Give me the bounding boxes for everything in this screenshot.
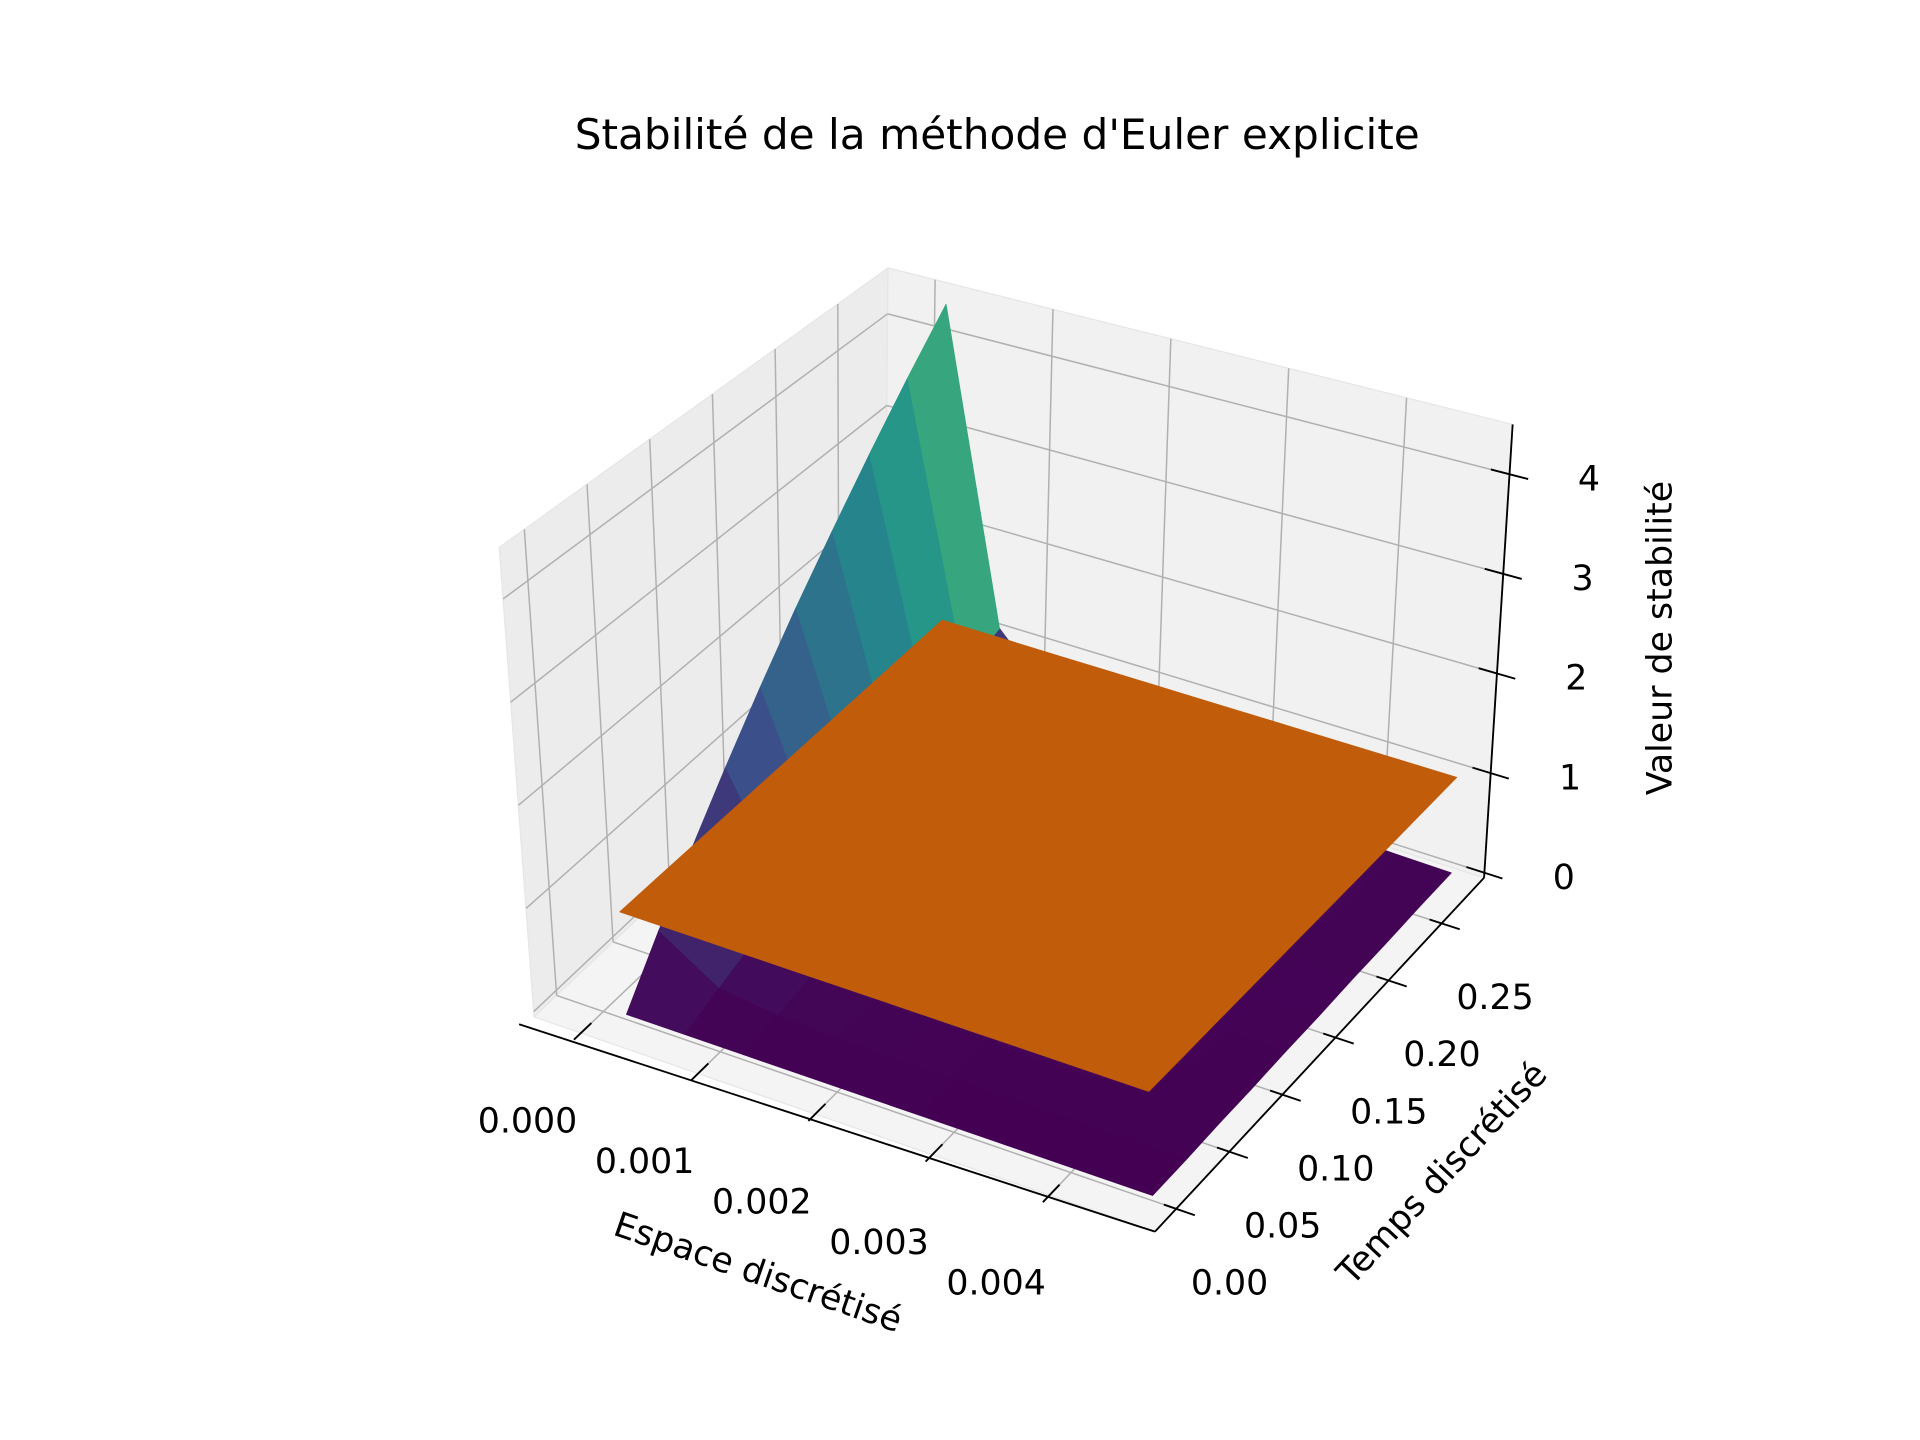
- y-tick: [1269, 1089, 1302, 1102]
- z-tick-label: 2: [1565, 659, 1587, 699]
- y-axis: [1154, 877, 1485, 1233]
- y-tick-label: 0.20: [1403, 1035, 1480, 1075]
- grid-line: [648, 439, 671, 889]
- surface-face: [1089, 1036, 1184, 1092]
- y-tick: [1429, 918, 1460, 931]
- x-tick-label: 0.003: [829, 1223, 929, 1263]
- grid-line: [523, 529, 558, 996]
- y-tick: [1216, 1146, 1249, 1159]
- y-tick-label: 0.00: [1191, 1264, 1268, 1304]
- x-tick: [807, 1103, 827, 1122]
- x-tick-label: 0.000: [478, 1101, 578, 1141]
- y-tick-label: 0.25: [1456, 978, 1533, 1018]
- z-tick-label: 3: [1572, 559, 1594, 599]
- grid-line: [502, 313, 889, 600]
- x-tick: [573, 1022, 592, 1041]
- grid-line: [510, 404, 888, 703]
- x-tick: [690, 1062, 710, 1081]
- y-tick-label: 0.10: [1297, 1149, 1374, 1189]
- y-tick: [1376, 975, 1408, 988]
- grid-line: [887, 313, 1510, 475]
- y-tick: [1322, 1032, 1355, 1045]
- z-axis-label: Valeur de stabilité: [1641, 481, 1681, 795]
- grid-line: [711, 394, 727, 836]
- y-tick: [1163, 1203, 1196, 1217]
- x-axis: [518, 1023, 1156, 1233]
- grid-line: [885, 496, 1498, 675]
- z-axis: [1483, 424, 1514, 878]
- grid-line: [556, 994, 1177, 1210]
- x-tick-label: 0.001: [595, 1142, 695, 1182]
- x-tick: [1042, 1184, 1061, 1203]
- y-tick-label: 0.15: [1350, 1092, 1427, 1132]
- surface-face: [1093, 1138, 1187, 1196]
- chart-title: Stabilité de la méthode d'Euler explicit…: [575, 110, 1420, 159]
- z-tick-label: 0: [1553, 858, 1575, 898]
- z-tick-label: 4: [1578, 459, 1600, 499]
- grid-line: [586, 484, 614, 942]
- grid-line: [886, 404, 1504, 575]
- x-tick-label: 0.004: [946, 1264, 1046, 1304]
- y-tick-label: 0.05: [1244, 1207, 1321, 1247]
- x-tick-label: 0.002: [712, 1183, 812, 1223]
- z-tick-label: 1: [1559, 758, 1581, 798]
